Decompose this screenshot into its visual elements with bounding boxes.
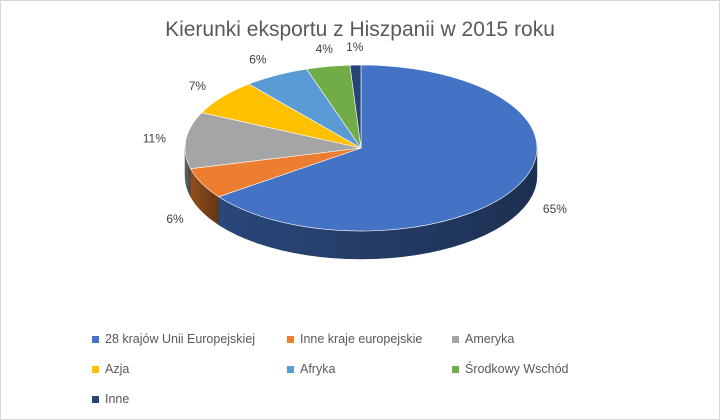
legend-swatch	[92, 365, 99, 373]
legend-item-afryka: Afryka	[287, 361, 335, 377]
legend-label: Środkowy Wschód	[465, 362, 569, 376]
data-label-srodkowy-wschod: 4%	[316, 42, 334, 56]
legend-label: 28 krajów Unii Europejskiej	[105, 332, 256, 346]
legend-label: Ameryka	[465, 332, 515, 346]
legend-swatch	[287, 335, 294, 343]
legend-item-azja: Azja	[92, 361, 129, 377]
legend-item-srodkowy-wschod: Środkowy Wschód	[452, 361, 569, 377]
pie-slice-ameryka	[184, 112, 362, 169]
data-label-layer: 65% 6% 11% 7% 6% 4% 1%	[143, 40, 567, 226]
data-label-azja: 7%	[189, 79, 207, 93]
data-label-28-krajow-unii-europejskiej: 65%	[543, 202, 567, 216]
legend-swatch	[452, 365, 459, 373]
legend-swatch	[287, 365, 294, 373]
data-label-afryka: 6%	[249, 53, 267, 67]
data-label-inne-kraje-europejskie: 6%	[166, 212, 184, 226]
data-label-ameryka: 11%	[143, 132, 166, 146]
legend-item-28-krajow-unii-europejskiej: 28 krajów Unii Europejskiej	[92, 331, 255, 347]
chart-title: Kierunki eksportu z Hiszpanii w 2015 rok…	[165, 18, 555, 41]
legend-item-inne-kraje-europejskie: Inne kraje europejskie	[287, 331, 422, 347]
pie-layer	[184, 64, 538, 260]
legend-item-inne: Inne	[92, 391, 129, 407]
pie-slice-28-krajow-unii-europejskiej	[217, 64, 538, 232]
legend-label: Azja	[105, 362, 130, 376]
legend-label: Afryka	[300, 362, 336, 376]
pie-slice-inne	[349, 64, 362, 149]
data-label-inne: 1%	[346, 40, 364, 54]
legend-swatch	[92, 395, 99, 403]
legend-label: Inne	[105, 392, 130, 406]
legend-swatch	[452, 335, 459, 343]
legend-label: Inne kraje europejskie	[300, 332, 423, 346]
legend-swatch	[92, 335, 99, 343]
legend-item-ameryka: Ameryka	[452, 331, 514, 347]
